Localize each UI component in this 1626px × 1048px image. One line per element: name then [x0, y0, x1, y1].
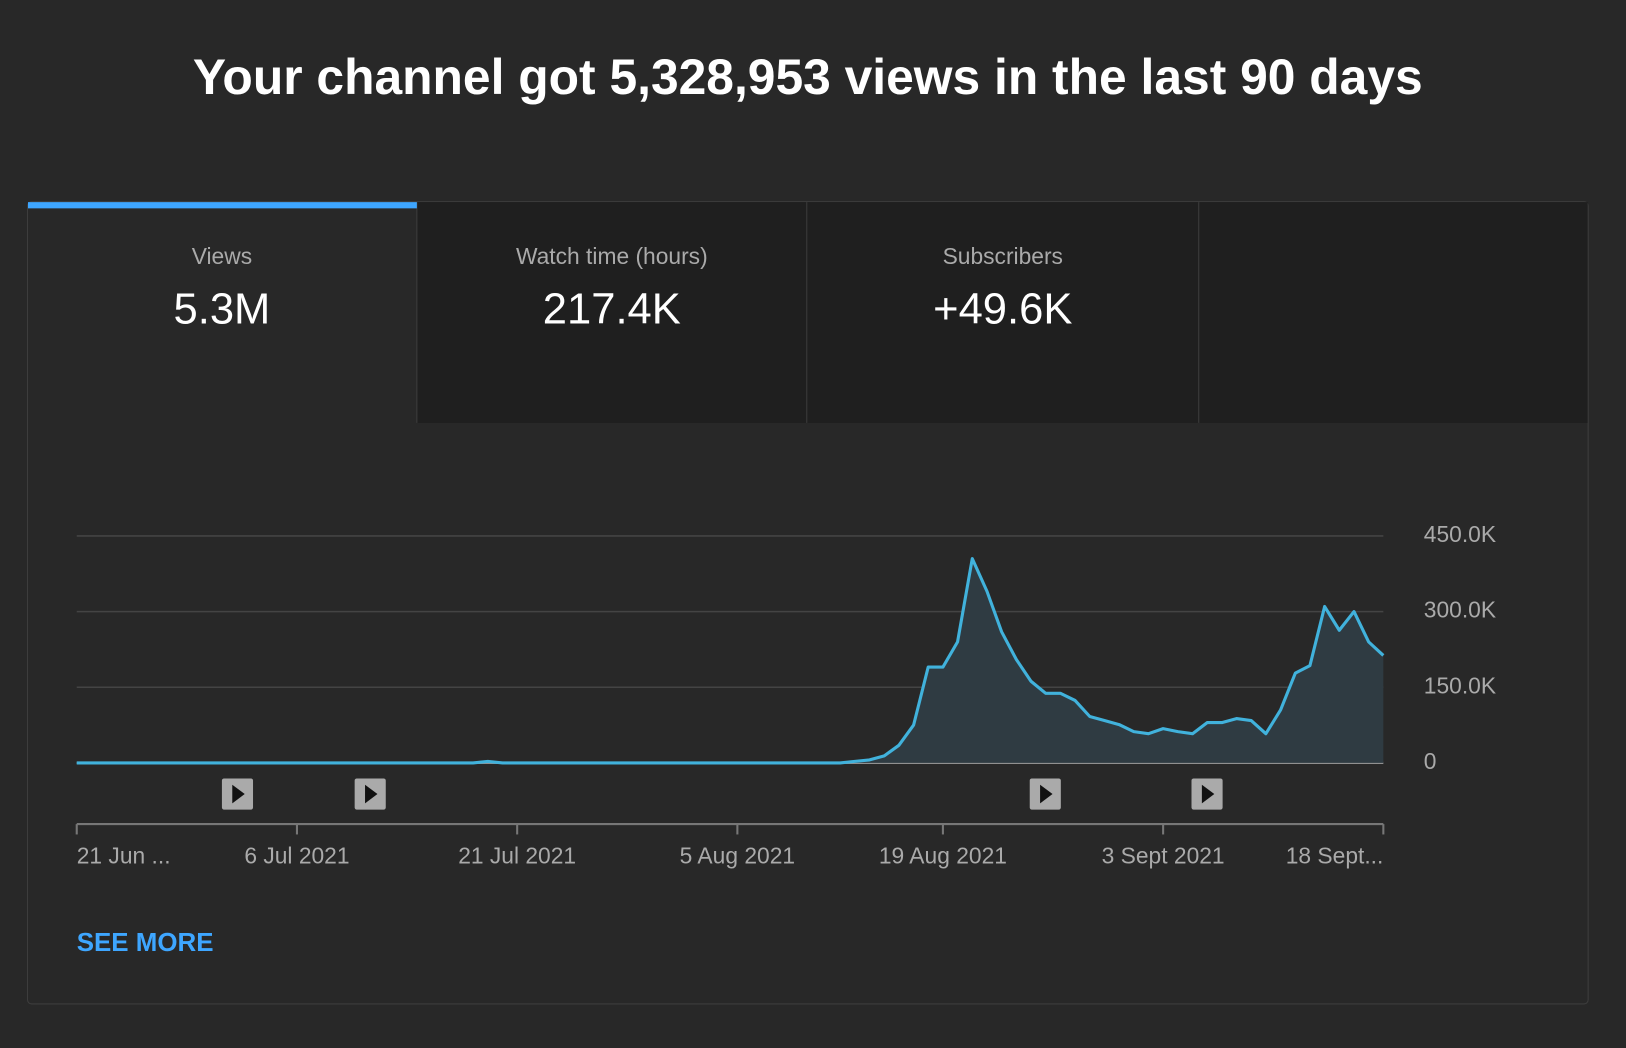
x-tick-label: 21 Jun ...: [77, 842, 171, 868]
tab-label: Watch time (hours): [516, 243, 708, 269]
tab-value: 217.4K: [543, 286, 681, 334]
tab[interactable]: Subscribers +49.6K: [933, 243, 1072, 333]
video-marker[interactable]: [1029, 778, 1061, 810]
x-tick-label: 19 Aug 2021: [879, 842, 1007, 868]
x-tick-label: 6 Jul 2021: [244, 842, 349, 868]
x-tick-label: 21 Jul 2021: [458, 842, 576, 868]
video-marker[interactable]: [1191, 778, 1223, 810]
tab-label: Views: [192, 243, 252, 269]
tab-value: 5.3M: [174, 286, 271, 334]
y-tick-label: 150.0K: [1424, 672, 1496, 698]
x-tick-label: 18 Sept...: [1286, 842, 1384, 868]
y-tick-label: 450.0K: [1424, 521, 1496, 547]
line: [76, 557, 1385, 765]
x-tick-label: 3 Sept 2021: [1102, 842, 1225, 868]
area: [76, 558, 1384, 763]
video-marker[interactable]: [354, 778, 386, 810]
tab-value: +49.6K: [933, 286, 1072, 334]
selected-tab-indicator: [27, 202, 417, 209]
tab-bar-background: [416, 202, 1588, 423]
tab[interactable]: Views 5.3M: [174, 243, 271, 333]
y-tick-label: 0: [1424, 748, 1437, 774]
chart: 0 150.0K 300.0K 450.0K 21 Jun ... 6 Jul 2021 2…: [75, 521, 1496, 868]
y-tick-label: 300.0K: [1424, 597, 1496, 623]
video-marker[interactable]: [221, 778, 254, 810]
page-title: Your channel got 5,328,953 views in the …: [193, 49, 1423, 105]
x-tick-label: 5 Aug 2021: [680, 842, 795, 868]
tab[interactable]: Watch time (hours) 217.4K: [516, 243, 708, 333]
tab-label: Subscribers: [943, 243, 1063, 269]
see-more-link[interactable]: SEE MORE: [77, 929, 214, 957]
